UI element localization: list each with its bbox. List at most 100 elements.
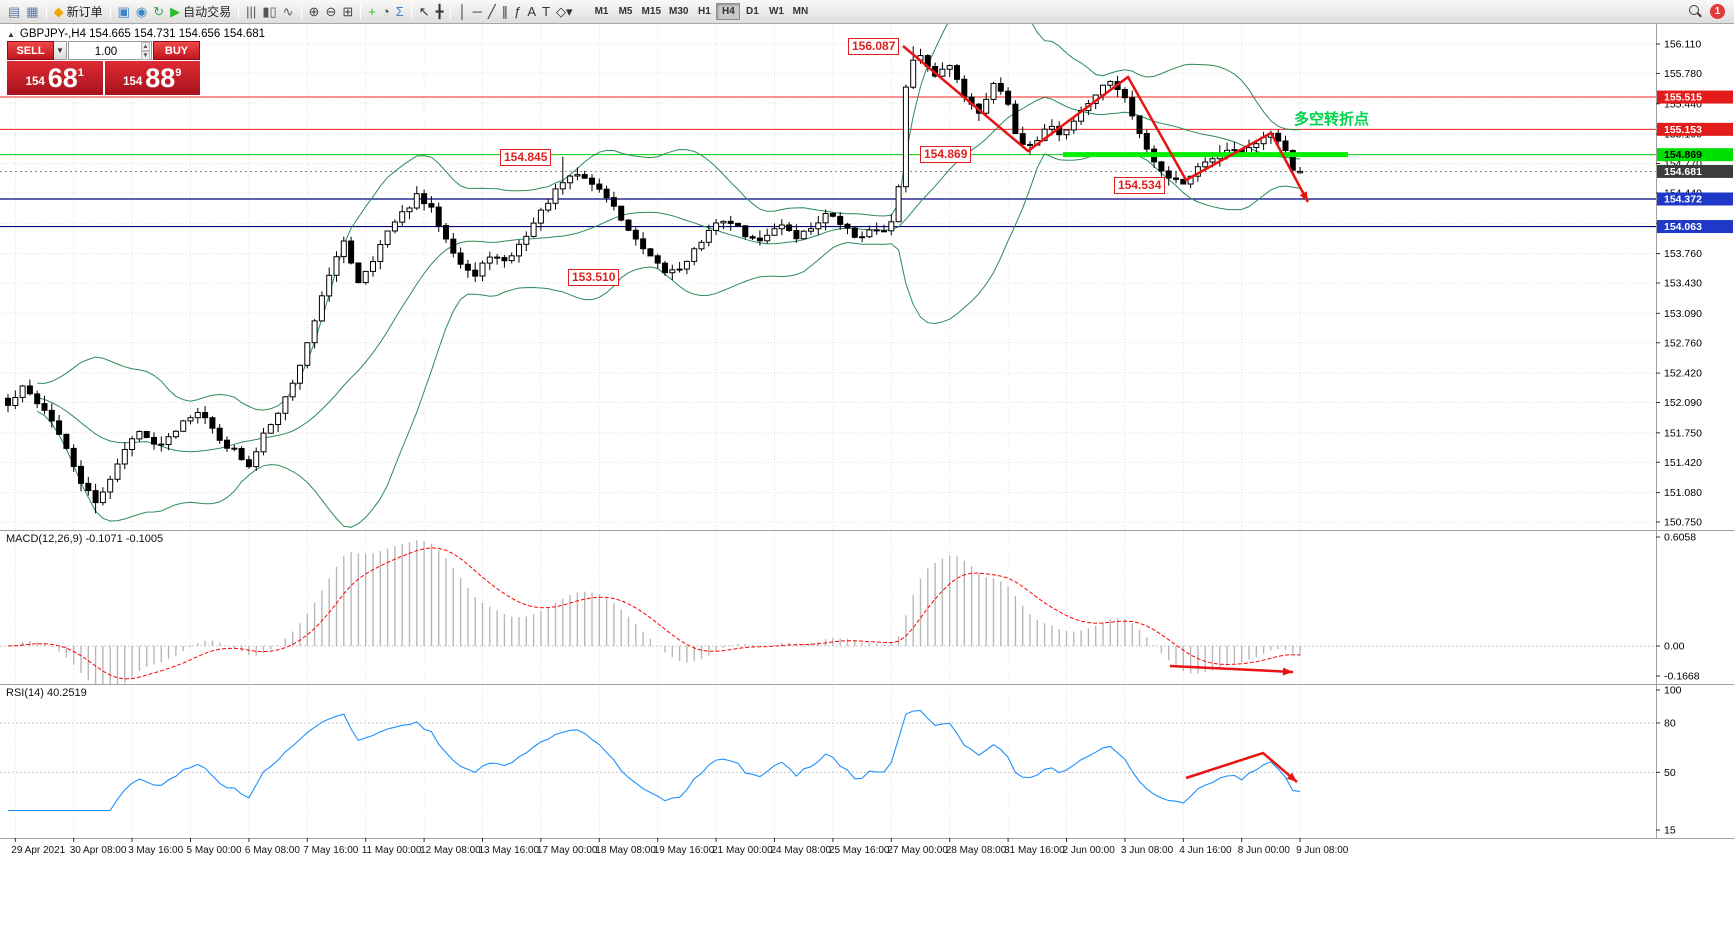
crosshair-icon[interactable]: ╋ (433, 2, 447, 22)
refresh-icon[interactable]: ↻ (150, 2, 167, 22)
buy-price-point: 9 (175, 67, 182, 79)
svg-text:18 May 08:00: 18 May 08:00 (595, 845, 656, 856)
svg-text:12 May 08:00: 12 May 08:00 (420, 845, 481, 856)
vertical-line-icon[interactable]: │ (455, 2, 469, 22)
collapse-trade-panel-icon[interactable]: ▲ (7, 29, 15, 39)
svg-text:80: 80 (1664, 717, 1676, 729)
price-annotation[interactable]: 156.087 (848, 38, 900, 55)
text-icon[interactable]: A (524, 2, 539, 22)
svg-text:3 May 16:00: 3 May 16:00 (128, 845, 183, 856)
label-icon: T (542, 3, 551, 19)
price-annotation[interactable]: 154.869 (920, 146, 972, 163)
tile-windows-icon: ⊞ (342, 3, 354, 19)
timeframe-m1-button[interactable]: M1 (594, 6, 609, 17)
new-chart-icon: + (368, 3, 376, 19)
zoom-in-icon[interactable]: ⊕ (306, 2, 323, 22)
toolbar-separator (300, 4, 302, 19)
cursor-icon[interactable]: ↖ (416, 2, 433, 22)
turning-point-note[interactable]: 多空转折点 (1294, 111, 1370, 128)
horizontal-line-icon: ─ (472, 3, 482, 19)
market-watch-icon[interactable]: ▣ (115, 2, 133, 22)
timeframe-m15-button[interactable]: M15 (641, 6, 661, 17)
trend-arrows[interactable] (902, 45, 1310, 783)
new-order-button-label: 新订单 (66, 5, 103, 19)
shapes-icon[interactable]: ◇▾ (553, 2, 576, 22)
autotrading-button[interactable]: ▶ 自动交易 (167, 2, 234, 22)
zoom-out-icon[interactable]: ⊖ (322, 2, 339, 22)
timeframe-m30-button[interactable]: M30 (669, 6, 689, 17)
candlestick-chart-icon: ▮▯ (262, 3, 277, 19)
timeframe-h1-button[interactable]: H1 (698, 6, 711, 17)
time-scale[interactable]: 29 Apr 2021 30 Apr 08:00 3 May 16:00 5 May … (11, 838, 1349, 856)
line-chart-icon[interactable]: ∿ (280, 2, 297, 22)
volume-decrease-icon[interactable]: ▼ (141, 50, 150, 60)
trendline-icon: ╱ (487, 3, 496, 19)
vertical-line-icon: │ (458, 3, 467, 19)
channel-icon[interactable]: ∥ (499, 2, 512, 22)
price-annotation[interactable]: 154.534 (1114, 177, 1166, 194)
tile-windows-icon[interactable]: ⊞ (339, 2, 356, 22)
chart-profile-icon[interactable]: ▦ (23, 2, 41, 22)
horizontal-level-lines[interactable] (0, 96, 1656, 228)
new-order-button[interactable]: ◆ 新订单 (51, 2, 106, 22)
profiles-icon[interactable]: ◔ (379, 2, 393, 22)
timeframe-mn-button[interactable]: MN (792, 6, 809, 17)
timeframe-d1-button[interactable]: D1 (746, 6, 759, 17)
svg-text:30 Apr 08:00: 30 Apr 08:00 (70, 845, 127, 856)
indicators-icon[interactable]: Σ (393, 2, 407, 22)
timeframe-w1-button[interactable]: W1 (768, 6, 784, 17)
line-chart-icon: ∿ (282, 3, 294, 19)
svg-text:155.153: 155.153 (1664, 124, 1702, 136)
volume-spinner: ▲ ▼ (141, 41, 150, 60)
indicators-icon: Σ (395, 3, 404, 19)
chart-window-icon[interactable]: ▤ (5, 2, 23, 22)
timeframe-m5-button[interactable]: M5 (618, 6, 633, 17)
label-icon[interactable]: T (539, 2, 553, 22)
notifications-badge[interactable]: 1 (1710, 4, 1725, 19)
svg-text:4 Jun 16:00: 4 Jun 16:00 (1179, 845, 1232, 856)
svg-text:29 Apr 2021: 29 Apr 2021 (11, 845, 65, 856)
chart-profile-icon: ▦ (26, 3, 39, 19)
macd-scale[interactable]: 0.6058 0.00 -0.1668 (1656, 532, 1700, 683)
svg-text:150.750: 150.750 (1664, 517, 1702, 529)
chart-title: GBPJPY-,H4 154.665 154.731 154.656 154.6… (19, 28, 266, 40)
rsi-scale[interactable]: 100 80 50 15 (1656, 685, 1682, 837)
svg-text:11 May 00:00: 11 May 00:00 (362, 845, 422, 856)
sell-dropdown-icon[interactable]: ▼ (54, 41, 67, 60)
data-window-icon[interactable]: ◉ (133, 2, 150, 22)
bar-chart-icon[interactable]: ||| (243, 2, 259, 22)
toolbar-separator (360, 4, 362, 19)
sell-price-point: 1 (77, 67, 84, 79)
new-chart-icon[interactable]: + (365, 2, 379, 22)
profiles-icon: ◔ (381, 3, 390, 19)
trade-panel-controls: SELL ▼ ▲ ▼ BUY (7, 41, 200, 61)
price-annotation[interactable]: 154.845 (500, 149, 552, 166)
buy-price-display[interactable]: 154 88 9 (104, 61, 200, 95)
volume-increase-icon[interactable]: ▲ (141, 41, 150, 51)
price-scale[interactable]: 156.110155.780155.440155.100154.770154.4… (1656, 39, 1733, 529)
new-order-button: ◆ (53, 3, 64, 19)
one-click-trading-panel: SELL ▼ ▲ ▼ BUY 154 68 1 154 88 9 (7, 41, 200, 95)
price-annotation[interactable]: 153.510 (568, 269, 620, 286)
zoom-out-icon: ⊖ (325, 3, 337, 19)
sell-price-display[interactable]: 154 68 1 (7, 61, 103, 95)
buy-button[interactable]: BUY (153, 41, 200, 60)
text-icon: A (527, 3, 537, 19)
svg-text:2 Jun 00:00: 2 Jun 00:00 (1063, 845, 1116, 856)
autotrading-button-label: 自动交易 (183, 5, 232, 19)
sell-price-pips: 68 (47, 62, 78, 93)
svg-text:0.6058: 0.6058 (1664, 532, 1696, 544)
candlestick-chart-icon[interactable]: ▮▯ (259, 2, 279, 22)
svg-text:152.760: 152.760 (1664, 337, 1702, 349)
search-icon[interactable] (1689, 5, 1702, 18)
sell-button[interactable]: SELL (7, 41, 54, 60)
volume-input[interactable] (69, 43, 151, 61)
trendline-icon[interactable]: ╱ (485, 2, 499, 22)
timeframe-h4-button[interactable]: H4 (716, 3, 741, 20)
horizontal-line-icon[interactable]: ─ (470, 2, 485, 22)
toolbar-separator (45, 4, 47, 19)
svg-text:154.869: 154.869 (1664, 149, 1702, 161)
fibonacci-icon[interactable]: ƒ (511, 2, 524, 22)
grid (0, 24, 1656, 838)
